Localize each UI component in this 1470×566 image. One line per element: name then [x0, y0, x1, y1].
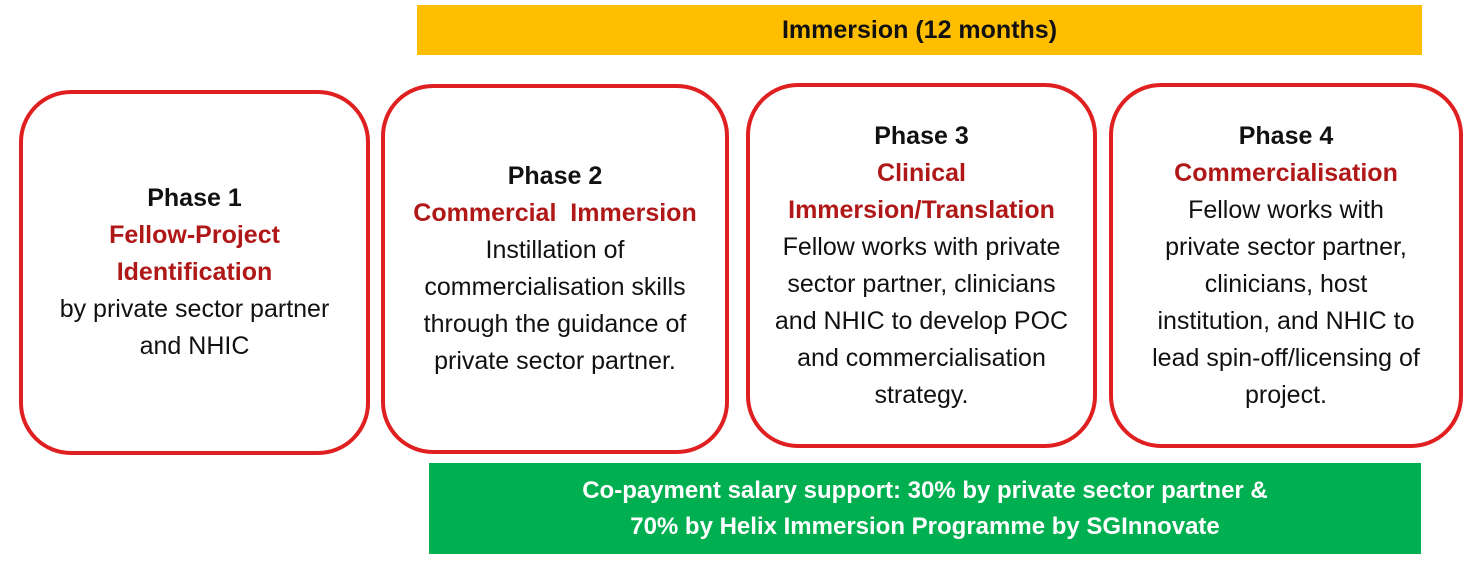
phase-2-number: Phase 2 — [507, 162, 603, 190]
phase-2-body-line-4: private sector partner. — [434, 347, 676, 375]
phase-2-body-line-2: commercialisation skills — [424, 273, 686, 301]
phase-4-body-line-2: private sector partner, — [1165, 232, 1407, 261]
phase-4-body-line-6: project. — [1245, 380, 1327, 409]
phase-3-card: Phase 3 Clinical Immersion/Translation F… — [746, 83, 1097, 448]
immersion-duration-bar: Immersion (12 months) — [417, 5, 1422, 55]
phase-3-body-line-4: and commercialisation — [797, 343, 1046, 372]
phase-4-body-line-4: institution, and NHIC to — [1157, 306, 1415, 335]
phase-3-heading-line-2: Immersion/Translation — [788, 195, 1055, 224]
phase-1-body-line-2: and NHIC — [139, 332, 250, 360]
copayment-support-bar: Co-payment salary support: 30% by privat… — [429, 463, 1421, 554]
immersion-duration-label: Immersion (12 months) — [781, 15, 1058, 44]
phase-1-body-line-1: by private sector partner — [59, 295, 330, 323]
phase-1-heading-line-1: Fellow-Project — [109, 221, 280, 249]
phase-1-card: Phase 1 Fellow-Project Identification by… — [19, 90, 370, 455]
phase-1-heading-line-2: Identification — [116, 258, 273, 286]
phase-2-card: Phase 2 Commercial Immersion Instillatio… — [381, 84, 729, 454]
phase-4-body-line-5: lead spin-off/licensing of — [1152, 343, 1420, 372]
phase-4-heading-line-1: Commercialisation — [1174, 158, 1398, 187]
phase-1-number: Phase 1 — [147, 184, 242, 212]
copayment-support-line-2: 70% by Helix Immersion Programme by SGIn… — [630, 512, 1220, 540]
phase-3-body-line-2: sector partner, clinicians — [787, 269, 1056, 298]
phase-4-body-line-3: clinicians, host — [1204, 269, 1368, 298]
phase-4-card: Phase 4 Commercialisation Fellow works w… — [1109, 83, 1463, 448]
phase-2-heading-line-1: Commercial Immersion — [413, 199, 697, 227]
copayment-support-line-1: Co-payment salary support: 30% by privat… — [582, 476, 1268, 504]
phase-4-number: Phase 4 — [1238, 121, 1334, 150]
phase-2-body-line-3: through the guidance of — [423, 310, 687, 338]
phase-4-body-line-1: Fellow works with — [1188, 195, 1384, 224]
phase-3-body-line-1: Fellow works with private — [782, 232, 1061, 261]
phase-3-heading-line-1: Clinical — [877, 158, 966, 187]
phase-2-body-line-1: Instillation of — [485, 236, 625, 264]
phase-3-body-line-3: and NHIC to develop POC — [774, 306, 1069, 335]
phase-3-number: Phase 3 — [874, 121, 969, 150]
phase-3-body-line-5: strategy. — [874, 380, 969, 409]
